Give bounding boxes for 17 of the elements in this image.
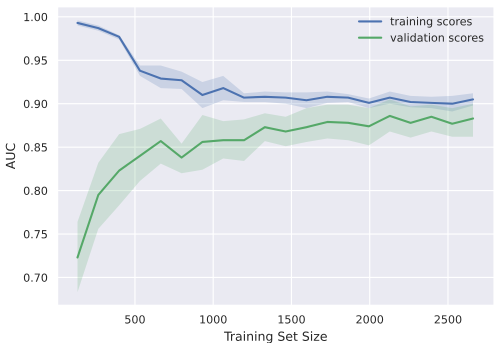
legend-label: validation scores <box>390 33 484 42</box>
y-tick-label: 0.85 <box>24 143 47 152</box>
y-tick-label: 0.75 <box>24 230 47 238</box>
x-tick-label: 1500 <box>278 315 305 324</box>
y-tick-label: 0.80 <box>24 186 48 195</box>
x-tick-label: 500 <box>125 315 145 324</box>
y-tick-label: 0.70 <box>24 273 48 282</box>
y-tick-label: 0.90 <box>24 100 48 108</box>
x-tick-label: 2500 <box>434 315 462 324</box>
y-tick-label: 0.95 <box>24 56 47 65</box>
y-axis-title: AUC <box>6 144 16 170</box>
y-tick-label: 1.00 <box>24 12 48 22</box>
legend-label: training scores <box>390 16 472 28</box>
x-tick-label: 2000 <box>356 315 384 324</box>
line-series <box>76 114 474 259</box>
x-tick-label: 1000 <box>200 315 227 324</box>
x-axis-title: Training Set Size <box>224 331 327 343</box>
